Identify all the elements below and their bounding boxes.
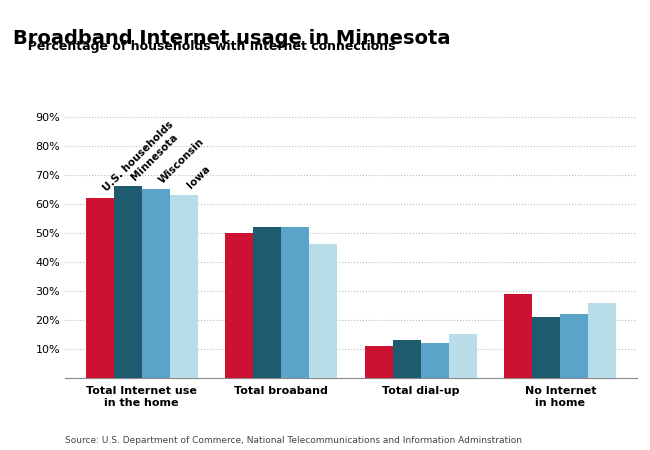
Text: Minnesota: Minnesota — [129, 131, 179, 182]
Bar — [393, 340, 421, 378]
Bar — [560, 314, 588, 378]
Bar — [309, 244, 337, 378]
Bar — [281, 227, 309, 378]
Bar — [588, 302, 616, 378]
Text: Percentage of households with Internet connections: Percentage of households with Internet c… — [20, 40, 396, 53]
Text: Wisconsin: Wisconsin — [157, 136, 206, 185]
Bar — [226, 233, 254, 378]
Bar — [365, 346, 393, 378]
Bar — [254, 227, 281, 378]
Bar — [421, 343, 448, 378]
Bar — [114, 186, 142, 378]
Bar — [532, 317, 560, 378]
Text: U.S. households: U.S. households — [101, 120, 176, 194]
Text: Broadband Internet usage in Minnesota: Broadband Internet usage in Minnesota — [13, 29, 450, 48]
Bar — [504, 294, 532, 378]
Bar — [86, 198, 114, 378]
Text: Iowa: Iowa — [185, 164, 212, 191]
Bar — [170, 195, 198, 378]
Bar — [448, 334, 476, 378]
Text: Source: U.S. Department of Commerce, National Telecommunications and Information: Source: U.S. Department of Commerce, Nat… — [65, 436, 522, 445]
Bar — [142, 189, 170, 378]
